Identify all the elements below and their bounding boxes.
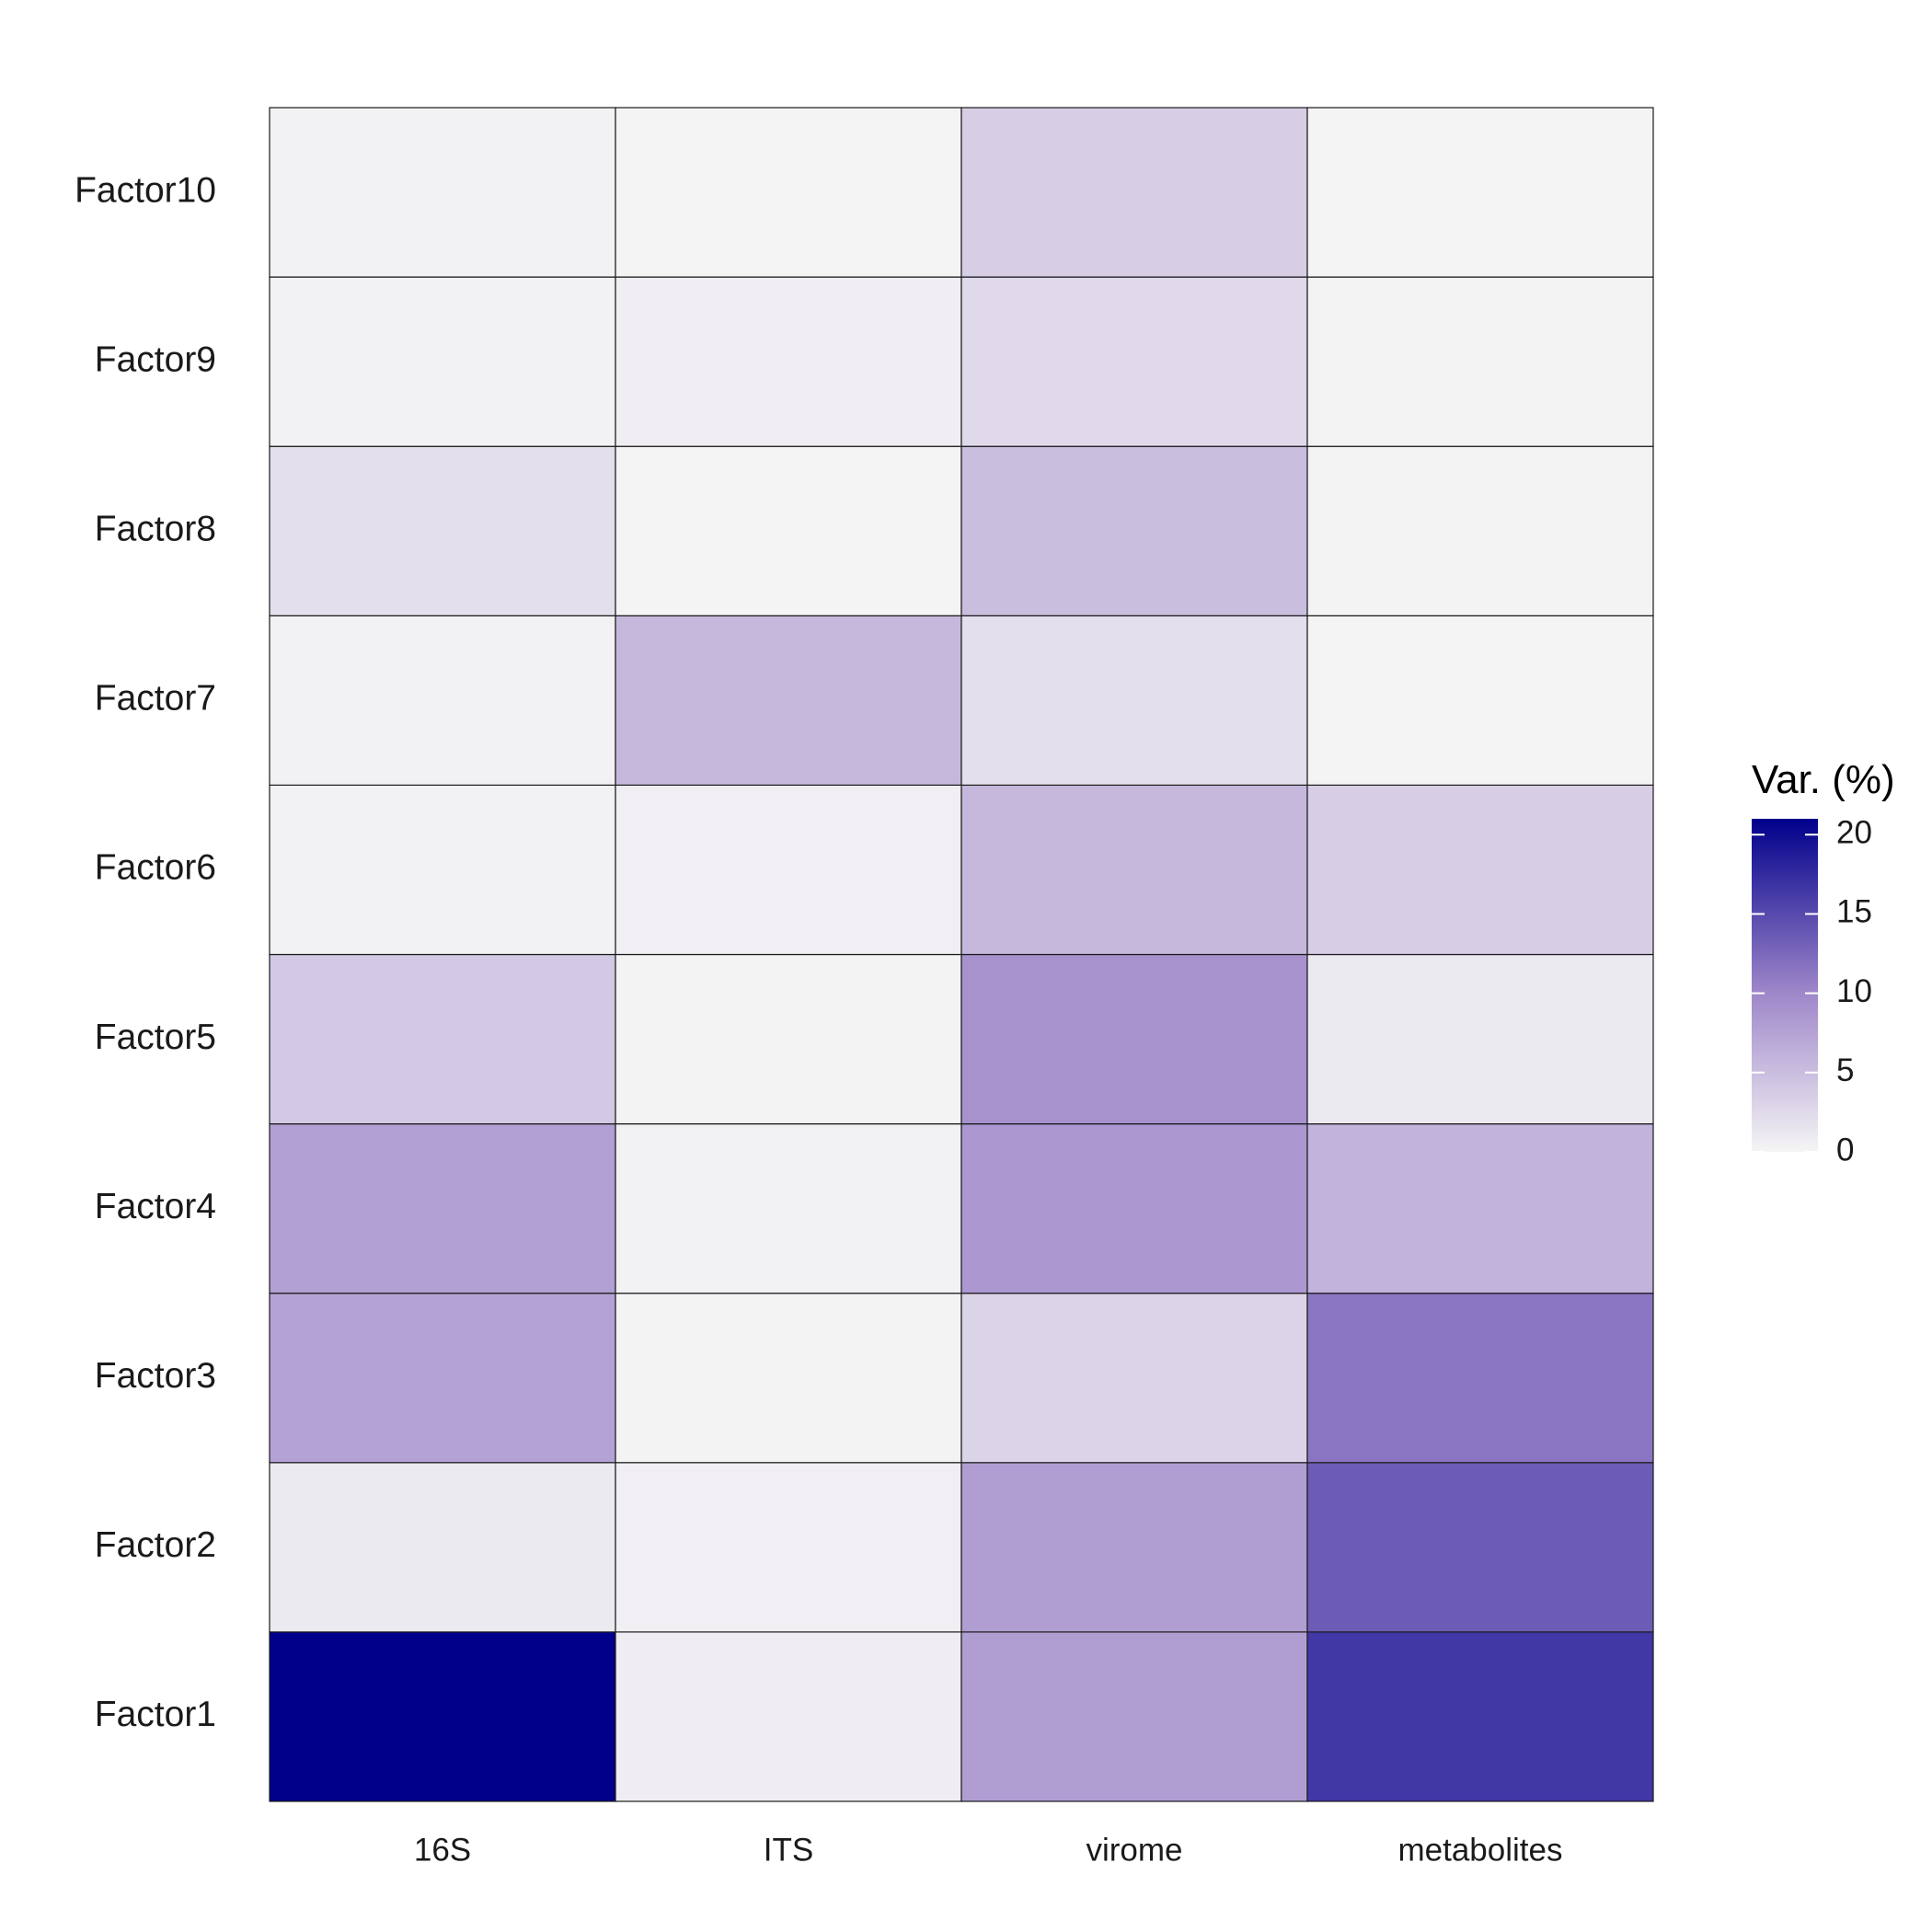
heatmap-cell-factor7-its bbox=[615, 615, 962, 786]
x-tick-label: metabolites bbox=[1398, 1832, 1563, 1868]
y-tick-label: Factor10 bbox=[75, 170, 216, 210]
heatmap-cell-factor7-metabolites bbox=[1306, 615, 1654, 786]
heatmap-cell-factor4-its bbox=[615, 1122, 962, 1294]
heatmap-cell-factor1-16s bbox=[269, 1631, 616, 1802]
heatmap-cell-factor10-virome bbox=[960, 107, 1308, 278]
heatmap-cell-factor2-virome bbox=[960, 1462, 1308, 1633]
x-tick-label: ITS bbox=[764, 1832, 813, 1868]
y-tick-label: Factor7 bbox=[95, 679, 216, 719]
legend-tick-label: 0 bbox=[1836, 1132, 1854, 1167]
heatmap-cell-factor4-virome bbox=[960, 1122, 1308, 1294]
heatmap-cell-factor4-metabolites bbox=[1306, 1122, 1654, 1294]
heatmap-cell-factor2-metabolites bbox=[1306, 1462, 1654, 1633]
heatmap-cell-factor7-virome bbox=[960, 615, 1308, 786]
heatmap-cell-factor3-16s bbox=[269, 1293, 616, 1464]
heatmap-cell-factor6-16s bbox=[269, 784, 616, 956]
legend: Var. (%) 0 5 10 15 20 bbox=[1752, 757, 1895, 1167]
heatmap-cell-factor6-virome bbox=[960, 784, 1308, 956]
heatmap-cell-factor9-metabolites bbox=[1306, 276, 1654, 447]
y-tick-label: Factor2 bbox=[95, 1525, 216, 1565]
heatmap-cell-factor5-its bbox=[615, 953, 962, 1125]
heatmap-cell-factor2-16s bbox=[269, 1462, 616, 1633]
y-tick-label: Factor1 bbox=[95, 1695, 216, 1734]
heatmap-cell-factor5-metabolites bbox=[1306, 953, 1654, 1125]
heatmap-cell-factor8-virome bbox=[960, 445, 1308, 616]
legend-tick-label: 20 bbox=[1836, 814, 1872, 850]
heatmap-cell-factor9-virome bbox=[960, 276, 1308, 447]
heatmap-cell-factor7-16s bbox=[269, 615, 616, 786]
heatmap-cell-factor9-16s bbox=[269, 276, 616, 447]
x-tick-label: virome bbox=[1086, 1832, 1182, 1868]
y-tick-label: Factor3 bbox=[95, 1356, 216, 1396]
heatmap-cell-factor10-its bbox=[615, 107, 962, 278]
heatmap-cell-factor3-virome bbox=[960, 1293, 1308, 1464]
heatmap-cell-factor10-metabolites bbox=[1306, 107, 1654, 278]
heatmap-cell-factor1-its bbox=[615, 1631, 962, 1802]
x-tick-label: 16S bbox=[414, 1832, 471, 1868]
heatmap-cell-factor1-metabolites bbox=[1306, 1631, 1654, 1802]
heatmap-cell-factor8-its bbox=[615, 445, 962, 616]
heatmap-cell-factor1-virome bbox=[960, 1631, 1308, 1802]
legend-title: Var. (%) bbox=[1752, 757, 1895, 802]
heatmap-cell-factor6-its bbox=[615, 784, 962, 956]
y-axis-labels: Factor1 Factor2 Factor3 Factor4 Factor5 Facto… bbox=[75, 170, 216, 1734]
heatmap-cell-factor6-metabolites bbox=[1306, 784, 1654, 956]
heatmap-cell-factor9-its bbox=[615, 276, 962, 447]
heatmap-cell-factor5-virome bbox=[960, 953, 1308, 1125]
y-tick-label: Factor8 bbox=[95, 510, 216, 549]
legend-color-bar bbox=[1752, 819, 1818, 1152]
y-tick-label: Factor5 bbox=[95, 1018, 216, 1057]
legend-tick-label: 5 bbox=[1836, 1052, 1854, 1088]
heatmap-cell-factor5-16s bbox=[269, 953, 616, 1125]
heatmap-cell-factor10-16s bbox=[269, 107, 616, 278]
heatmap-cell-factor3-metabolites bbox=[1306, 1293, 1654, 1464]
legend-tick-label: 10 bbox=[1836, 973, 1872, 1009]
x-axis-labels: 16S ITS virome metabolites bbox=[414, 1832, 1563, 1868]
heatmap-cell-factor4-16s bbox=[269, 1122, 616, 1294]
heatmap-cell-factor2-its bbox=[615, 1462, 962, 1633]
legend-tick-label: 15 bbox=[1836, 894, 1872, 930]
heatmap-cell-factor8-metabolites bbox=[1306, 445, 1654, 616]
y-tick-label: Factor6 bbox=[95, 848, 216, 888]
legend-ticks: 0 5 10 15 20 bbox=[1752, 814, 1872, 1167]
y-tick-label: Factor4 bbox=[95, 1187, 216, 1226]
y-tick-label: Factor9 bbox=[95, 339, 216, 379]
heatmap-cell-factor3-its bbox=[615, 1293, 962, 1464]
heatmap-cells bbox=[269, 107, 1654, 1802]
heatmap-cell-factor8-16s bbox=[269, 445, 616, 616]
